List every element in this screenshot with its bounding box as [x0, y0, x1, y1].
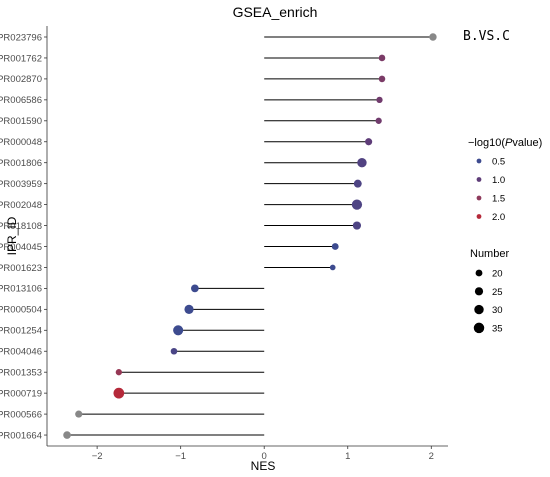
y-tick-label: IPR004045 — [0, 242, 42, 253]
data-point — [113, 387, 125, 399]
y-tick-label: IPR006586 — [0, 95, 42, 106]
lollipop-IPR004046 — [170, 347, 265, 355]
data-point — [173, 325, 184, 336]
size-legend: Number 20 25 30 35 — [470, 248, 509, 334]
lollipop-IPR002048 — [264, 199, 363, 210]
lollipop-IPR013106 — [191, 284, 265, 293]
data-point — [63, 431, 71, 439]
lollipop-IPR000048 — [264, 138, 373, 146]
data-point — [331, 243, 339, 250]
lollipop-IPR000719 — [113, 387, 265, 399]
size-legend-label: 35 — [492, 323, 503, 334]
data-point — [170, 347, 178, 355]
lollipop-IPR003959 — [264, 179, 362, 188]
size-legend-label: 30 — [492, 305, 503, 316]
size-legend-key — [474, 304, 484, 315]
data-point — [429, 33, 437, 41]
lollipop-IPR006586 — [264, 96, 383, 103]
plot-area — [63, 33, 437, 439]
color-legend-key — [476, 158, 482, 164]
lollipop-IPR001254 — [173, 325, 265, 336]
data-point — [352, 221, 362, 230]
size-legend-title: Number — [470, 248, 509, 260]
data-point — [329, 264, 336, 271]
x-tick-label: 0 — [262, 451, 267, 462]
lollipop-IPR023796 — [264, 33, 437, 41]
size-legend-key — [474, 287, 484, 296]
y-tick-label: IPR018108 — [0, 221, 42, 232]
lollipop-IPR001590 — [264, 117, 382, 124]
color-legend: −log10(Pvalue) 0.5 1.0 1.5 2.0 — [468, 137, 542, 223]
color-legend-key — [476, 214, 482, 219]
y-tick-label: IPR001353 — [0, 368, 42, 379]
lollipop-IPR000566 — [75, 410, 265, 418]
data-point — [191, 284, 199, 293]
data-point — [378, 54, 386, 62]
y-axis-label: IPR_ID — [5, 216, 19, 255]
color-legend-key — [476, 195, 482, 201]
color-legend-label: 1.5 — [492, 194, 505, 205]
color-legend-label: 2.0 — [492, 212, 505, 223]
data-point — [351, 199, 363, 210]
size-legend-label: 20 — [492, 269, 503, 280]
y-tick-label: IPR002048 — [0, 200, 42, 211]
comparison-annotation: B.VS.C — [463, 29, 510, 44]
data-point — [353, 179, 362, 188]
data-point — [357, 158, 367, 168]
lollipop-IPR018108 — [264, 221, 362, 230]
size-legend-key — [475, 269, 483, 277]
data-point — [376, 96, 383, 103]
y-tick-label: IPR001254 — [0, 326, 42, 337]
color-legend-label: 1.0 — [492, 175, 505, 186]
y-tick-label: IPR001806 — [0, 158, 42, 169]
lollipop-IPR001353 — [115, 369, 265, 376]
y-tick-label: IPR001623 — [0, 263, 42, 274]
data-point — [184, 304, 194, 314]
y-tick-label: IPR000048 — [0, 137, 42, 148]
x-tick-label: 1 — [345, 451, 350, 462]
color-legend-key — [476, 177, 482, 182]
chart-title: GSEA_enrich — [233, 4, 318, 20]
data-point — [75, 410, 83, 418]
data-point — [375, 117, 382, 124]
lollipop-IPR001664 — [63, 431, 265, 439]
y-axis-ticks: IPR023796 IPR001762 IPR002870 IPR006586 IPR0… — [0, 32, 47, 441]
data-point — [365, 138, 373, 146]
data-point — [378, 75, 386, 83]
lollipop-IPR000504 — [184, 304, 265, 314]
y-tick-label: IPR013106 — [0, 284, 42, 295]
x-axis-label: NES — [251, 459, 276, 473]
y-tick-label: IPR000504 — [0, 305, 42, 316]
size-legend-label: 25 — [492, 287, 503, 298]
y-tick-label: IPR001664 — [0, 430, 42, 441]
y-tick-label: IPR004046 — [0, 347, 42, 358]
lollipop-IPR002870 — [264, 75, 386, 83]
y-tick-label: IPR023796 — [0, 32, 42, 43]
y-tick-label: IPR001762 — [0, 53, 42, 64]
data-point — [115, 369, 122, 376]
y-tick-label: IPR000719 — [0, 388, 42, 399]
lollipop-IPR001762 — [264, 54, 386, 62]
y-tick-label: IPR003959 — [0, 179, 42, 190]
x-tick-label: −1 — [175, 451, 186, 462]
x-tick-label: 2 — [429, 451, 434, 462]
size-legend-key — [473, 322, 485, 334]
lollipop-IPR001623 — [264, 264, 336, 271]
y-tick-label: IPR002870 — [0, 74, 42, 85]
color-legend-label: 0.5 — [492, 157, 505, 168]
lollipop-IPR001806 — [264, 158, 367, 168]
y-tick-label: IPR000566 — [0, 409, 42, 420]
color-legend-title: −log10(Pvalue) — [468, 137, 542, 149]
y-tick-label: IPR001590 — [0, 116, 42, 127]
x-tick-label: −2 — [92, 451, 103, 462]
x-axis-ticks: −2 −1 0 1 2 — [92, 446, 434, 462]
lollipop-IPR004045 — [264, 243, 339, 250]
